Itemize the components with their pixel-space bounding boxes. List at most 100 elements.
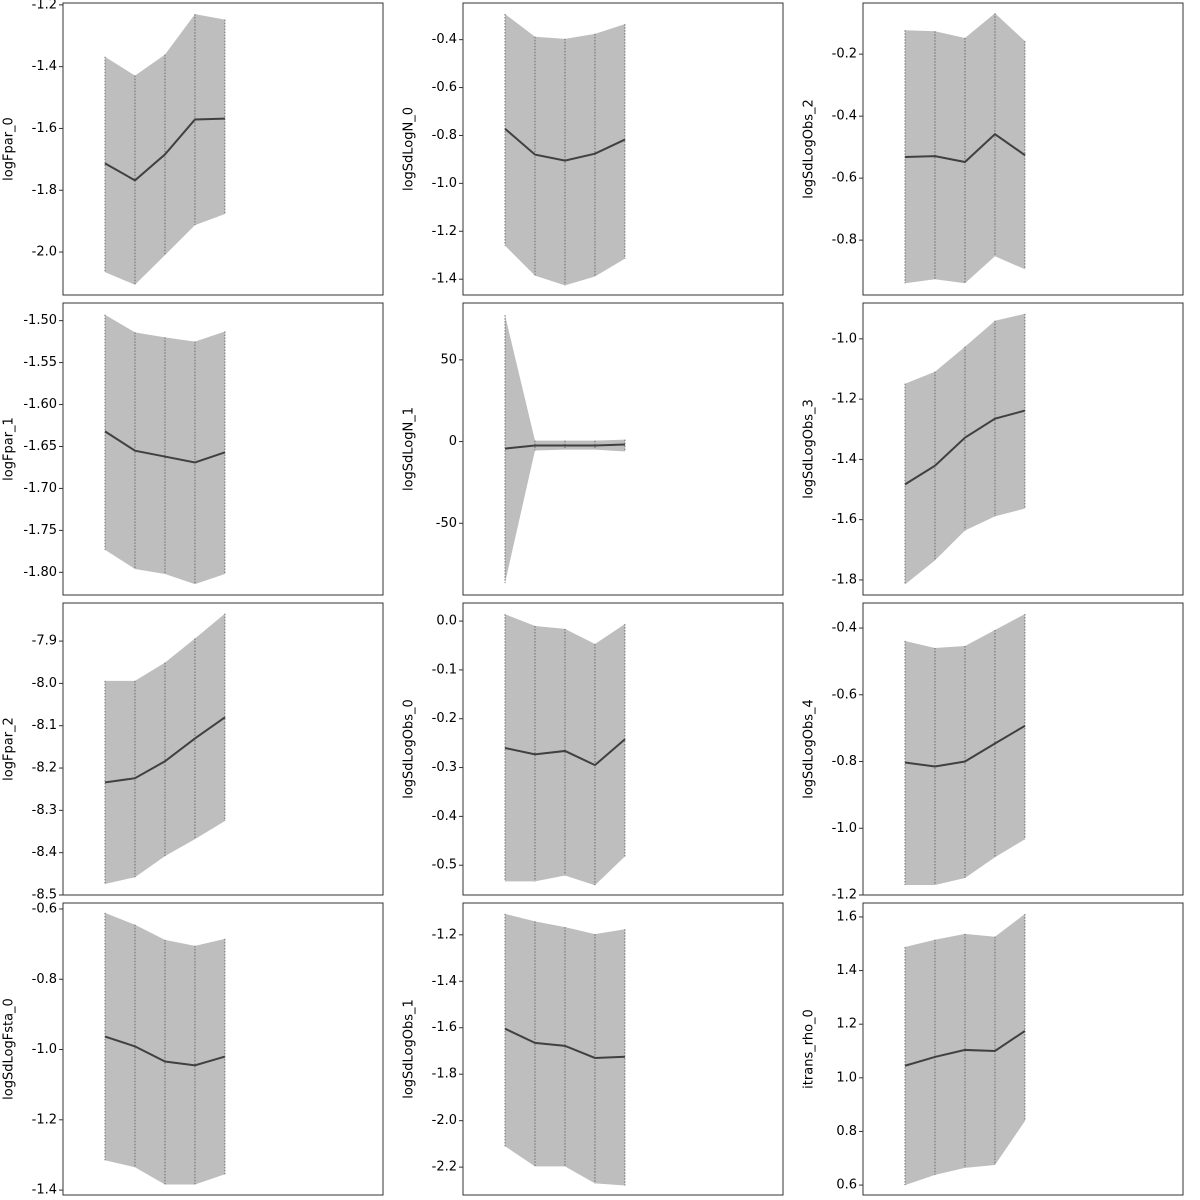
panel-frame bbox=[62, 902, 384, 1196]
y-tick-label: -0.6 bbox=[832, 687, 857, 702]
panel: -0.2 -0.4 -0.6 -0.8 logSdLogObs_2 bbox=[802, 2, 1184, 296]
y-tick-label: -0.8 bbox=[832, 233, 857, 248]
panel-frame bbox=[62, 2, 384, 296]
y-tick-label: -1.55 bbox=[23, 355, 57, 370]
estimate-line bbox=[104, 1035, 226, 1067]
y-axis-label: logSdLogObs_1 bbox=[402, 999, 417, 1099]
panel-frame bbox=[462, 302, 784, 596]
y-axis-label: itrans_rho_0 bbox=[802, 1009, 817, 1089]
y-tick-label: -0.3 bbox=[432, 760, 457, 775]
panel: -1.2 -1.4 -1.6 -1.8 -2.0 -2.2 logSdLogObs_1 bbox=[402, 902, 784, 1196]
y-tick-label: -0.4 bbox=[832, 109, 857, 124]
y-axis-label: logSdLogObs_0 bbox=[402, 699, 417, 799]
y-tick-label: -0.8 bbox=[32, 972, 57, 987]
estimate-line bbox=[104, 430, 226, 464]
y-tick-label: -1.2 bbox=[432, 927, 457, 942]
y-tick-label: -1.70 bbox=[23, 481, 57, 496]
y-axis-label: logSdLogObs_2 bbox=[802, 99, 817, 199]
y-tick-label: -0.4 bbox=[432, 32, 457, 47]
y-tick-label: -1.75 bbox=[23, 523, 57, 538]
panel: -7.9 -8.0 -8.1 -8.2 -8.3 -8.4 -8.5 logFpar_2 bbox=[2, 602, 384, 903]
panel-frame bbox=[462, 602, 784, 896]
y-axis-label: logSdLogObs_4 bbox=[802, 699, 817, 799]
estimate-line bbox=[504, 443, 625, 450]
y-tick-label: 0.8 bbox=[836, 1124, 857, 1139]
y-tick-label: -0.1 bbox=[432, 662, 457, 677]
panel-frame bbox=[62, 302, 384, 596]
y-tick-label: -1.2 bbox=[832, 392, 857, 407]
panel-frame bbox=[862, 602, 1184, 896]
y-tick-label: -1.50 bbox=[23, 313, 57, 328]
y-axis-label: logFpar_0 bbox=[2, 117, 17, 181]
y-tick-label: 1.6 bbox=[836, 909, 857, 924]
y-tick-label: -0.4 bbox=[832, 621, 857, 636]
y-tick-label: -1.2 bbox=[32, 1112, 57, 1127]
y-tick-label: -0.6 bbox=[32, 901, 57, 916]
y-tick-label: -1.0 bbox=[432, 176, 457, 191]
y-tick-label: -2.0 bbox=[32, 245, 57, 260]
estimate-line bbox=[104, 117, 225, 182]
y-axis-label: logSdLogN_0 bbox=[402, 107, 417, 191]
y-tick-label: -1.4 bbox=[432, 272, 457, 287]
estimate-line bbox=[504, 128, 626, 162]
y-tick-label: -1.6 bbox=[432, 1020, 457, 1035]
y-tick-label: 1.4 bbox=[836, 963, 857, 978]
y-tick-label: -1.0 bbox=[832, 331, 857, 346]
y-tick-label: -7.9 bbox=[32, 634, 57, 649]
y-tick-label: -1.8 bbox=[32, 183, 57, 198]
y-tick-label: -1.6 bbox=[832, 512, 857, 527]
y-tick-label: -1.80 bbox=[23, 565, 57, 580]
y-tick-label: -0.4 bbox=[432, 809, 457, 824]
panel-frame bbox=[862, 2, 1184, 296]
panel-frame bbox=[862, 902, 1184, 1196]
y-tick-label: -0.8 bbox=[432, 128, 457, 143]
y-tick-label: -1.2 bbox=[32, 0, 57, 12]
estimate-line bbox=[104, 716, 226, 784]
y-tick-label: -2.0 bbox=[432, 1113, 457, 1128]
confidence-band bbox=[504, 315, 625, 584]
y-tick-label: -1.2 bbox=[832, 888, 857, 903]
y-tick-label: 50 bbox=[440, 352, 457, 367]
estimate-line bbox=[904, 1030, 1026, 1067]
y-tick-label: -0.6 bbox=[432, 80, 457, 95]
y-tick-label: -0.2 bbox=[832, 47, 857, 62]
y-tick-label: -0.5 bbox=[432, 858, 457, 873]
y-tick-label: -50 bbox=[436, 516, 457, 531]
estimate-line bbox=[904, 132, 1026, 164]
y-tick-label: 1.0 bbox=[836, 1070, 857, 1085]
y-tick-label: -8.5 bbox=[32, 888, 57, 903]
y-tick-label: -1.8 bbox=[432, 1067, 457, 1082]
estimate-line bbox=[904, 409, 1026, 486]
y-tick-label: -1.60 bbox=[23, 397, 57, 412]
estimate-line bbox=[904, 724, 1026, 768]
y-tick-label: -8.2 bbox=[32, 761, 57, 776]
panel: -1.2 -1.4 -1.6 -1.8 -2.0 logFpar_0 bbox=[2, 0, 384, 296]
y-axis-label: logSdLogFsta_0 bbox=[2, 998, 17, 1100]
panel: 1.6 1.4 1.2 1.0 0.8 0.6 itrans_rho_0 bbox=[802, 902, 1184, 1196]
panel: 0.0 -0.1 -0.2 -0.3 -0.4 -0.5 logSdLogObs_0 bbox=[402, 602, 784, 896]
estimate-line bbox=[504, 738, 626, 767]
y-tick-label: -1.0 bbox=[32, 1042, 57, 1057]
y-tick-label: -0.8 bbox=[832, 754, 857, 769]
y-tick-label: 0.0 bbox=[436, 614, 457, 629]
y-tick-label: -0.2 bbox=[432, 711, 457, 726]
panel-frame bbox=[462, 902, 784, 1196]
y-tick-label: -1.65 bbox=[23, 439, 57, 454]
y-tick-label: -1.8 bbox=[832, 572, 857, 587]
y-tick-label: -1.0 bbox=[832, 821, 857, 836]
y-tick-label: -8.1 bbox=[32, 718, 57, 733]
y-tick-label: -1.4 bbox=[432, 974, 457, 989]
panel-frame bbox=[462, 2, 784, 296]
y-tick-label: -8.0 bbox=[32, 676, 57, 691]
y-tick-label: -8.4 bbox=[32, 845, 57, 860]
y-tick-label: -1.6 bbox=[32, 121, 57, 136]
panel: -0.4 -0.6 -0.8 -1.0 -1.2 -1.4 logSdLogN_0 bbox=[402, 2, 784, 296]
y-axis-label: logFpar_2 bbox=[2, 717, 17, 781]
y-tick-label: 0.6 bbox=[836, 1178, 857, 1193]
y-tick-label: -0.6 bbox=[832, 171, 857, 186]
y-axis-label: logFpar_1 bbox=[2, 417, 17, 481]
panel-frame bbox=[862, 302, 1184, 596]
y-tick-label: 0 bbox=[449, 434, 457, 449]
estimate-line bbox=[504, 1027, 625, 1059]
